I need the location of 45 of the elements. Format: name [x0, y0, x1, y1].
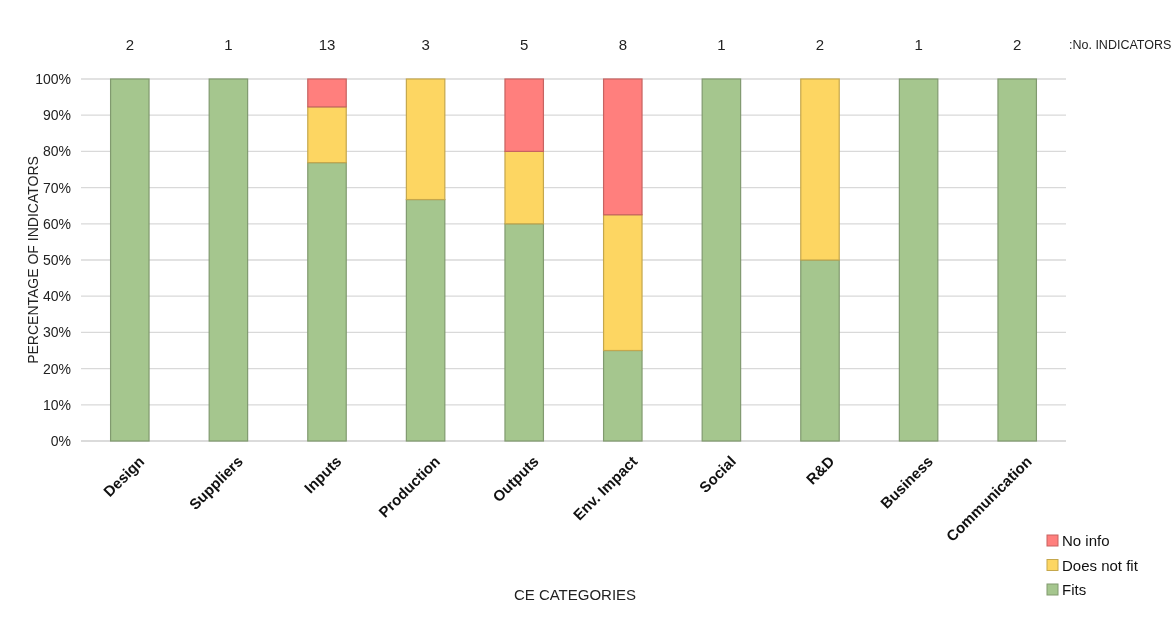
y-tick-label: 20% [42, 360, 71, 377]
bar [504, 150, 545, 225]
bar [602, 214, 643, 352]
bar [602, 78, 643, 216]
y-tick-label: 90% [42, 107, 71, 124]
y-tick-label: 0% [50, 432, 71, 449]
text: 13 [318, 36, 336, 54]
y-tick-label: 30% [42, 324, 71, 341]
bar [109, 78, 150, 442]
bar [307, 78, 347, 108]
text: 2 [815, 36, 825, 54]
y-tick-label: 40% [42, 288, 71, 305]
text: 1 [914, 36, 923, 54]
bar [602, 349, 643, 442]
bar [405, 198, 446, 442]
x-axis-title: CE CATEGORIES [513, 586, 637, 604]
bar [307, 162, 347, 442]
legend-label: Does not fit [1062, 556, 1139, 574]
y-tick-label: 70% [42, 179, 71, 196]
text: :No. INDICATORS [1069, 38, 1171, 53]
y-tick-label: 60% [42, 215, 71, 232]
bar [898, 78, 939, 442]
y-tick-label: 50% [42, 251, 71, 268]
y-tick-label: 80% [42, 143, 71, 160]
bar [504, 78, 545, 152]
legend-label: Fits [1062, 581, 1087, 599]
bar [504, 223, 545, 442]
bar [800, 78, 840, 261]
bar [997, 78, 1038, 442]
text: 2 [125, 36, 134, 54]
legend-label: No info [1062, 532, 1110, 550]
y-axis-title: PERCENTAGE OF INDICATORS [24, 156, 41, 364]
bar [307, 106, 347, 164]
y-tick-label: 100% [35, 70, 71, 87]
bar [800, 259, 840, 442]
text: 5 [520, 36, 529, 54]
bar [701, 78, 742, 442]
bar [208, 78, 249, 442]
text: 1 [717, 36, 726, 54]
text: 8 [618, 36, 627, 54]
text: 1 [224, 36, 233, 54]
text: 3 [421, 36, 430, 54]
bar [405, 78, 446, 201]
y-tick-label: 10% [42, 396, 71, 413]
text: 2 [1013, 36, 1022, 54]
